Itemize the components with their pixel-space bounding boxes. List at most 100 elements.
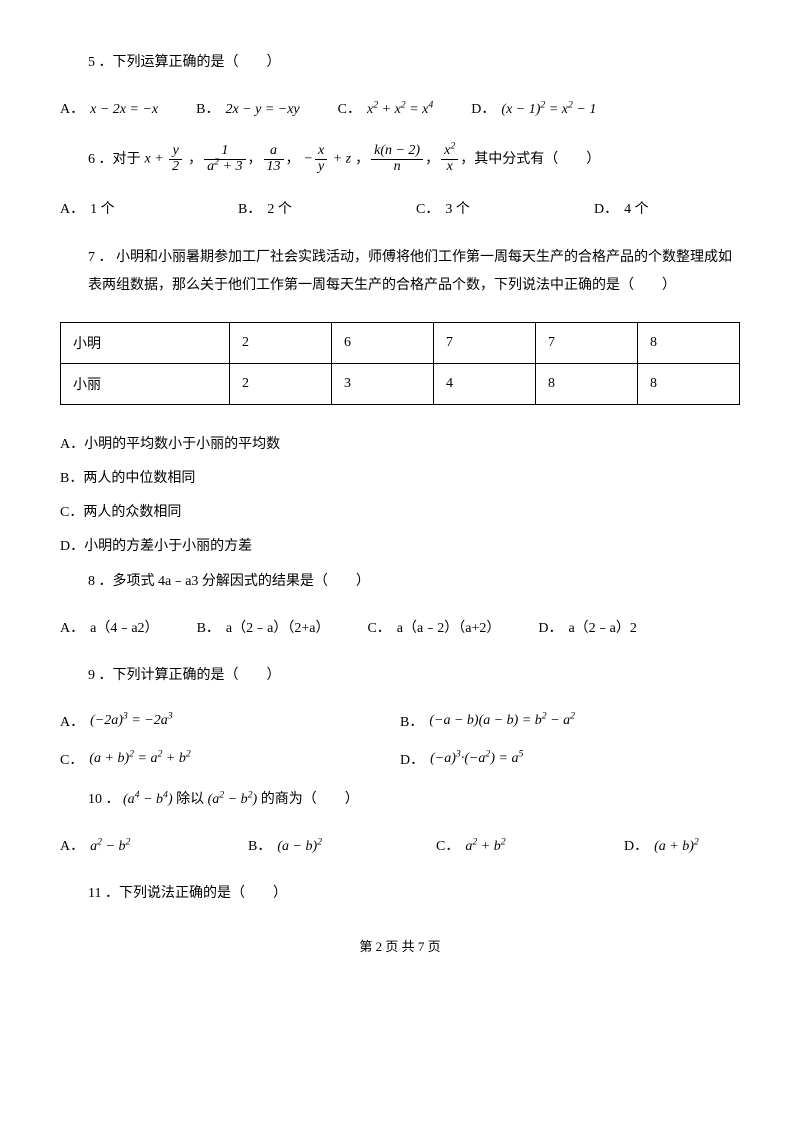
opt-label: B．: [400, 711, 423, 731]
q9-opt-d: D． (−a)3·(−a2) = a5: [400, 749, 740, 769]
fraction-num: x2: [441, 144, 458, 160]
table-cell: 8: [637, 363, 739, 404]
q5-opt-c: C． x2 + x2 = x4: [338, 97, 434, 122]
q10-m2: (a2 − b2): [208, 792, 258, 807]
q6-text: 6 ．对于 x + y2 ， 1a2 + 3， a13， −xy + z ， k…: [60, 144, 740, 174]
table-cell: 8: [637, 322, 739, 363]
opt-math: (−a)3·(−a2) = a5: [430, 751, 523, 767]
opt-math: 2x − y = −xy: [225, 97, 299, 122]
opt-label: C．: [367, 616, 390, 641]
q8-opt-b: B．a（2﹣a）（2+a）: [197, 616, 330, 641]
opt-text: 4 个: [624, 197, 649, 222]
table-cell: 2: [229, 363, 331, 404]
q7-opt-c: C．两人的众数相同: [60, 501, 740, 521]
q6-options: A．1 个 B．2 个 C．3 个 D．4 个: [60, 197, 740, 222]
opt-math: a2 + b2: [465, 834, 505, 859]
fraction-num: x: [315, 144, 327, 160]
opt-label: C．: [436, 834, 459, 859]
opt-math: (x − 1)2 = x2 − 1: [501, 97, 596, 122]
fraction-den: 2: [169, 160, 182, 175]
q8-opt-d: D．a（2﹣a）2: [538, 616, 637, 641]
opt-math: (−a − b)(a − b) = b2 − a2: [429, 713, 575, 729]
q10-opt-b: B．(a − b)2: [248, 834, 398, 859]
q7-options: A．小明的平均数小于小丽的平均数 B．两人的中位数相同 C．两人的众数相同 D．…: [60, 433, 740, 555]
q7-opt-d: D．小明的方差小于小丽的方差: [60, 535, 740, 555]
opt-label: C．: [338, 97, 361, 122]
table-cell: 3: [331, 363, 433, 404]
opt-label: A．: [60, 711, 84, 731]
q5-opt-a: A． x − 2x = −x: [60, 97, 158, 122]
table-cell: 小明: [61, 322, 230, 363]
q5-opt-d: D． (x − 1)2 = x2 − 1: [471, 97, 596, 122]
opt-text: a（a﹣2）（a+2）: [397, 616, 501, 641]
q7-table: 小明 2 6 7 7 8 小丽 2 3 4 8 8: [60, 322, 740, 405]
opt-text: 1 个: [90, 197, 115, 222]
fraction-num: 1: [204, 144, 245, 160]
opt-label: C．: [60, 749, 83, 769]
fraction-den: n: [371, 160, 423, 175]
fraction-num: k(n − 2): [371, 144, 423, 160]
q6-opt-d: D．4 个: [594, 197, 649, 222]
q6-suffix: ，其中分式有（ ）: [460, 147, 600, 172]
fraction-num: y: [169, 144, 182, 160]
opt-label: A．: [60, 834, 84, 859]
q6-opt-c: C．3 个: [416, 197, 556, 222]
opt-math: (a + b)2 = a2 + b2: [89, 751, 190, 767]
q10-options: A．a2 − b2 B．(a − b)2 C．a2 + b2 D．(a + b)…: [60, 834, 740, 859]
q10-opt-d: D．(a + b)2: [624, 834, 699, 859]
q7-opt-a: A．小明的平均数小于小丽的平均数: [60, 433, 740, 453]
q6-f1: x + y2: [145, 144, 185, 174]
q7-opt-b: B．两人的中位数相同: [60, 467, 740, 487]
q10-suffix: 的商为（ ）: [261, 792, 359, 807]
q10-mid: 除以: [176, 792, 204, 807]
q9-text: 9 ．下列计算正确的是（ ）: [60, 663, 740, 688]
opt-text: a（2﹣a）（2+a）: [226, 616, 330, 641]
opt-label: B．: [196, 97, 219, 122]
opt-math: (−2a)3 = −2a3: [90, 713, 173, 729]
q8-opt-a: A．a（4﹣a2）: [60, 616, 159, 641]
fraction-den: x: [441, 160, 458, 175]
fraction-pre: x +: [145, 152, 168, 167]
q8-opt-c: C． a（a﹣2）（a+2）: [367, 616, 500, 641]
q9-opt-b: B． (−a − b)(a − b) = b2 − a2: [400, 711, 740, 731]
q6-f4: −xy + z: [304, 144, 352, 174]
q9-opt-a: A． (−2a)3 = −2a3: [60, 711, 400, 731]
opt-text: a（2﹣a）2: [568, 616, 636, 641]
q6-prefix: 6 ．对于: [88, 147, 141, 172]
fraction-den: 13: [264, 160, 284, 175]
q6-opt-b: B．2 个: [238, 197, 378, 222]
table-cell: 7: [433, 322, 535, 363]
q5-opt-b: B． 2x − y = −xy: [196, 97, 300, 122]
q9-options: A． (−2a)3 = −2a3 B． (−a − b)(a − b) = b2 −…: [60, 711, 740, 787]
opt-text: 3 个: [445, 197, 470, 222]
opt-label: C．: [416, 197, 439, 222]
opt-label: D．: [471, 97, 495, 122]
opt-math: x − 2x = −x: [90, 97, 158, 122]
opt-text: a（4﹣a2）: [90, 616, 158, 641]
q11-text: 11 ．下列说法正确的是（ ）: [60, 881, 740, 906]
table-cell: 7: [535, 322, 637, 363]
page-footer: 第 2 页 共 7 页: [60, 936, 740, 955]
q7-text: 7 ． 小明和小丽暑期参加工厂社会实践活动，师傅将他们工作第一周每天生产的合格产…: [60, 244, 740, 300]
opt-label: D．: [538, 616, 562, 641]
opt-math: (a + b)2: [654, 834, 699, 859]
opt-label: D．: [400, 749, 424, 769]
q10-prefix: 10 ．: [88, 792, 120, 807]
q8-text: 8 ．多项式 4a﹣a3 分解因式的结果是（ ）: [60, 569, 740, 594]
opt-label: A．: [60, 97, 84, 122]
q10-text: 10 ． (a4 − b4) 除以 (a2 − b2) 的商为（ ）: [60, 787, 740, 812]
q6-f2: 1a2 + 3: [204, 144, 245, 174]
q10-opt-a: A．a2 − b2: [60, 834, 210, 859]
opt-label: B．: [248, 834, 271, 859]
q6-f5: k(n − 2)n: [371, 144, 423, 174]
opt-label: D．: [624, 834, 648, 859]
table-cell: 2: [229, 322, 331, 363]
q6-f6: x2x: [441, 144, 458, 174]
q10-m1: (a4 − b4): [123, 792, 173, 807]
q9-opt-c: C． (a + b)2 = a2 + b2: [60, 749, 400, 769]
opt-text: 2 个: [267, 197, 292, 222]
fraction-post: + z: [329, 152, 351, 167]
table-row: 小丽 2 3 4 8 8: [61, 363, 740, 404]
q10-opt-c: C．a2 + b2: [436, 834, 586, 859]
fraction-pre: −: [304, 152, 313, 167]
